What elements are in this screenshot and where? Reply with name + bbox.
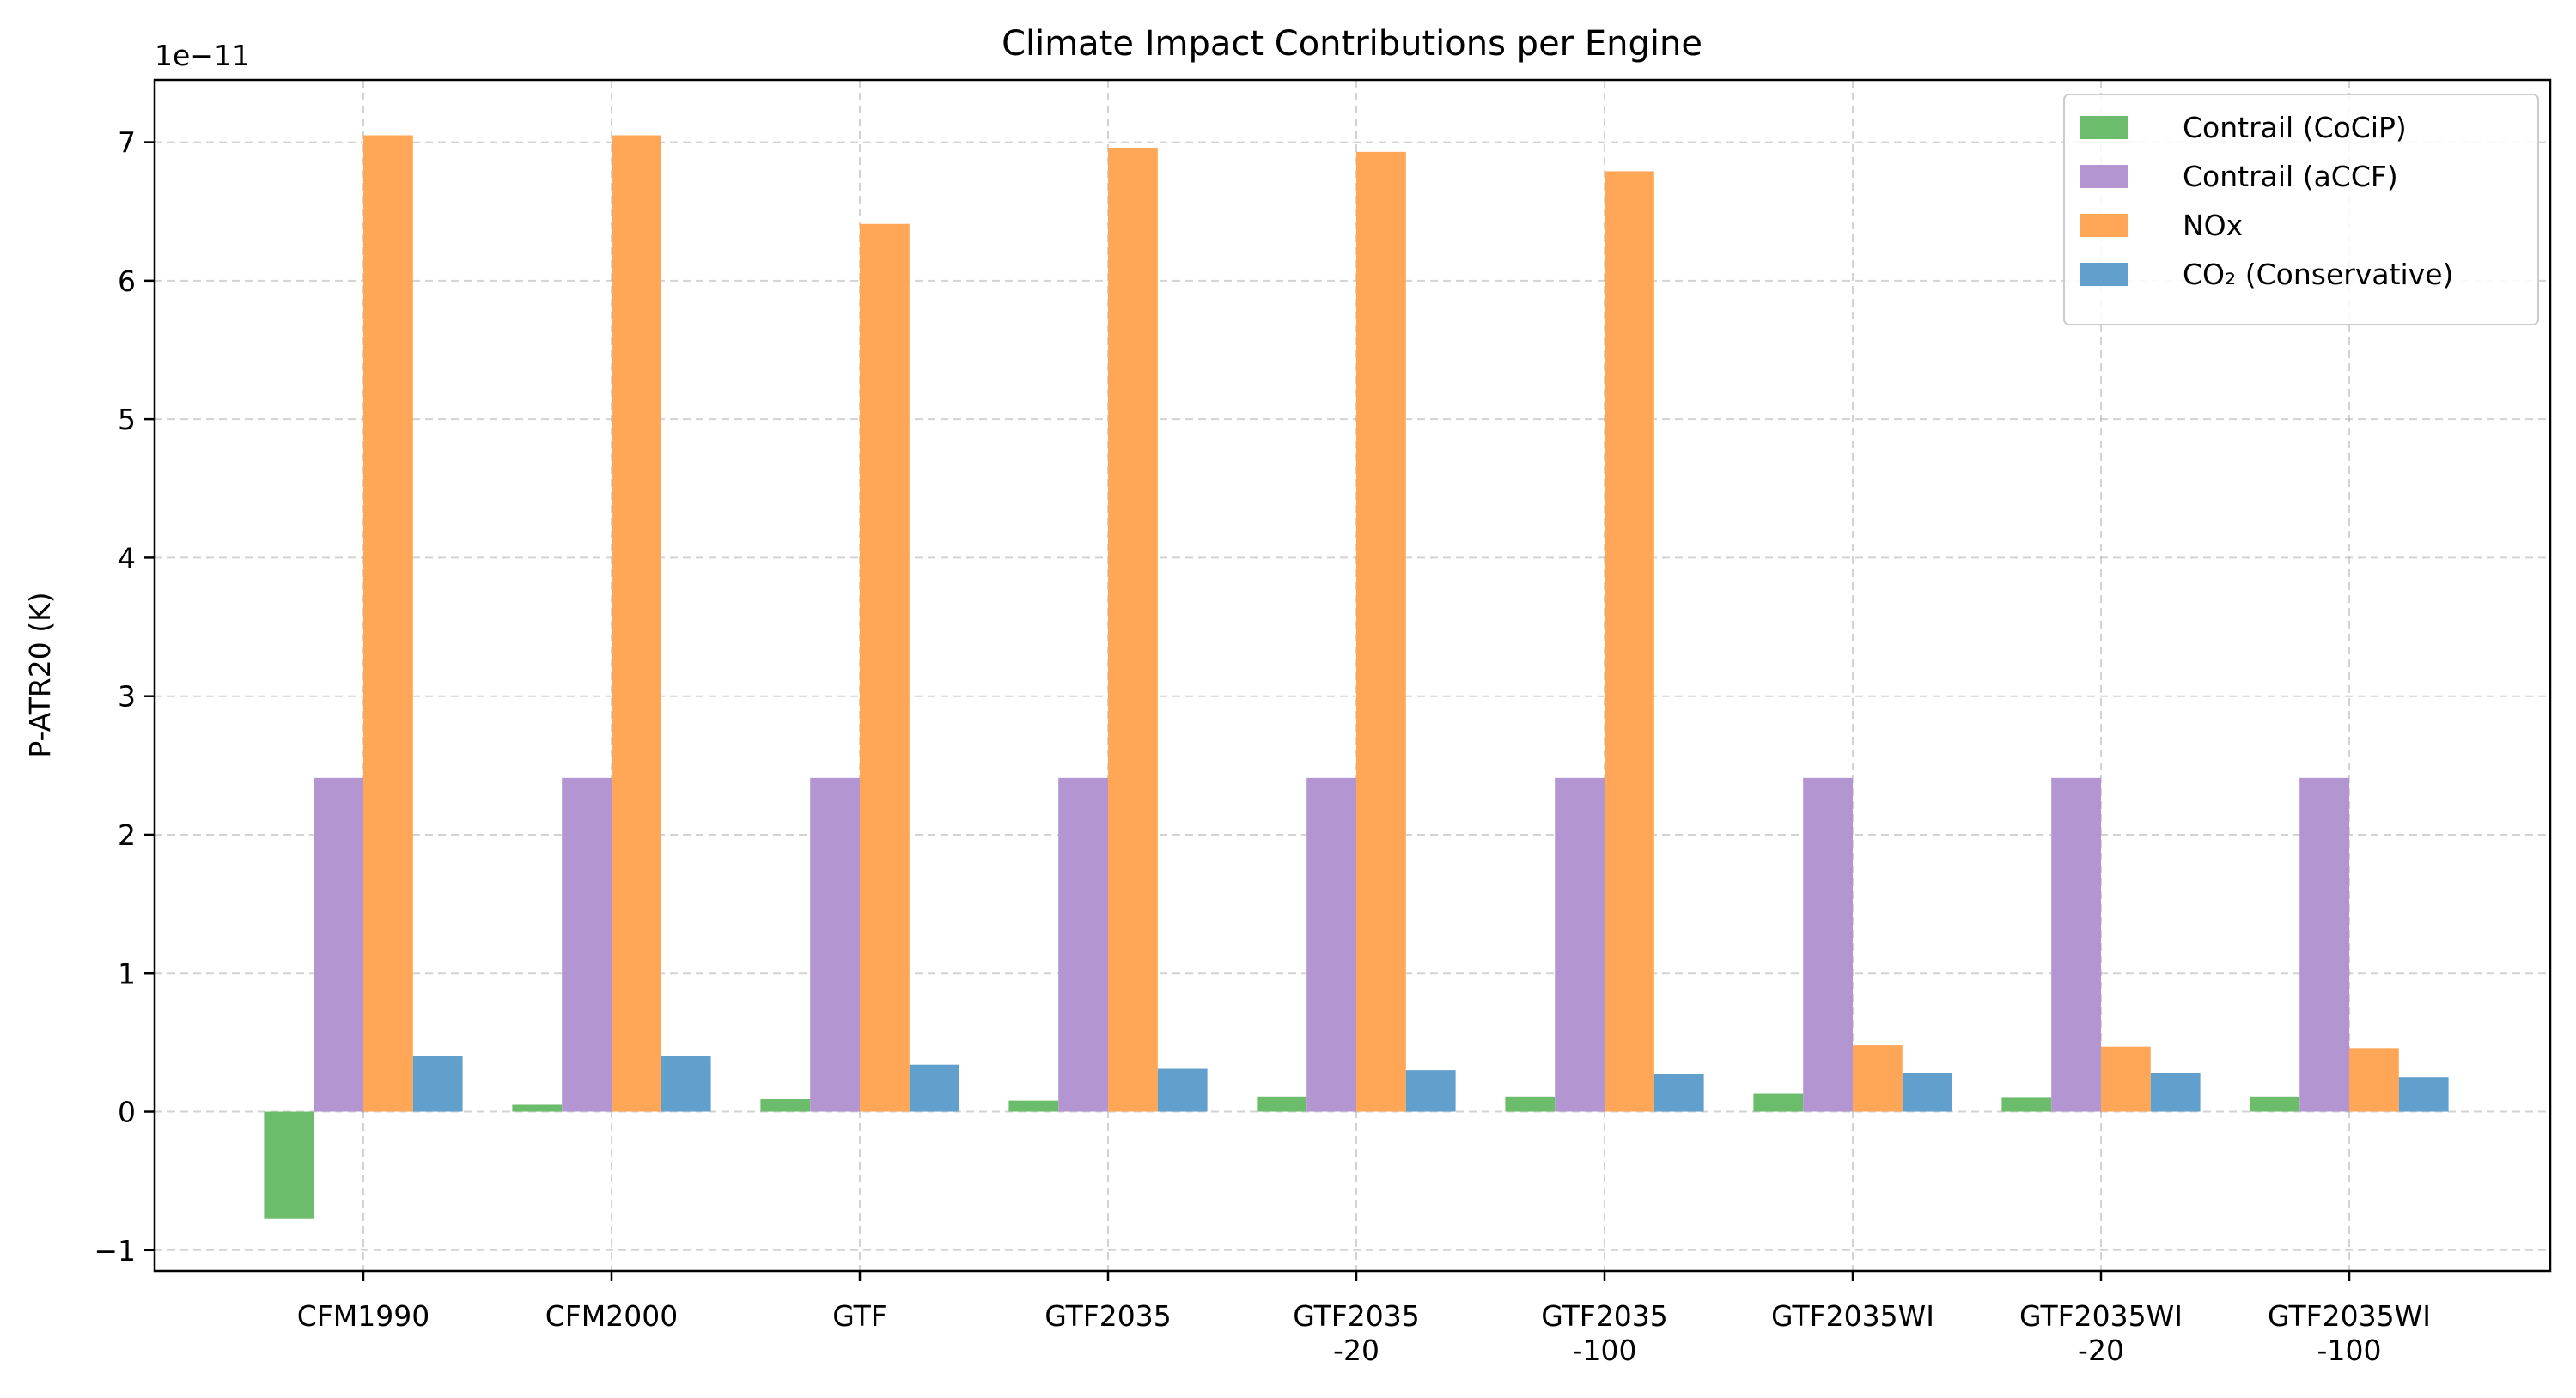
bar	[314, 777, 363, 1112]
bars-layer	[264, 135, 2449, 1219]
y-tick-label: 7	[118, 126, 136, 160]
x-tick-label: -20	[1333, 1334, 1379, 1367]
bar	[2001, 1097, 2052, 1112]
bar	[562, 777, 612, 1112]
bar	[860, 223, 910, 1112]
legend-swatch	[2080, 165, 2128, 188]
bar	[1505, 1096, 1556, 1112]
bar	[2101, 1046, 2151, 1112]
y-tick-label: 6	[118, 264, 136, 298]
bar	[810, 777, 860, 1112]
bar	[1653, 1073, 1704, 1112]
bar	[1108, 148, 1158, 1112]
y-tick-label: −1	[94, 1234, 136, 1267]
y-tick-label: 0	[118, 1096, 136, 1129]
bar	[612, 135, 661, 1112]
bar	[2250, 1096, 2300, 1112]
legend-label: NOx	[2183, 209, 2243, 242]
bar	[1555, 777, 1605, 1112]
x-tick-label: GTF2035	[1293, 1299, 1420, 1333]
bar	[2150, 1073, 2201, 1112]
bar	[1008, 1100, 1059, 1112]
legend-label: CO₂ (Conservative)	[2183, 258, 2453, 291]
x-tick-label: GTF	[832, 1299, 887, 1333]
bar	[2349, 1048, 2399, 1112]
bar	[1902, 1073, 1952, 1112]
bar	[1753, 1093, 1804, 1112]
legend: Contrail (CoCiP) Contrail (aCCF) NOx CO₂ (C…	[2063, 94, 2539, 325]
bar	[909, 1064, 959, 1112]
y-tick-label: 2	[118, 818, 136, 852]
x-tick-label: GTF2035	[1044, 1299, 1172, 1333]
bar	[1356, 151, 1406, 1112]
y-axis-offset-label: 1e−11	[155, 39, 250, 72]
legend-swatch	[2080, 116, 2128, 139]
x-tick-label: -100	[1573, 1334, 1637, 1367]
y-axis-label: P-ATR20 (K)	[23, 592, 57, 757]
bar	[1853, 1045, 1903, 1112]
legend-items: Contrail (CoCiP) Contrail (aCCF) NOx CO₂ (C…	[2080, 111, 2453, 291]
bar	[1306, 777, 1356, 1112]
bar	[1157, 1068, 1208, 1112]
legend-swatch	[2080, 214, 2128, 237]
bar	[2051, 777, 2101, 1112]
bar	[661, 1056, 711, 1112]
x-tick-label: -100	[2317, 1334, 2382, 1367]
x-tick-label: GTF2035WI	[2268, 1299, 2431, 1333]
legend-swatch	[2080, 263, 2128, 286]
bar	[1058, 777, 1108, 1112]
plot-frame	[153, 78, 2552, 1273]
x-tick-label: GTF2035	[1541, 1299, 1668, 1333]
bar	[512, 1104, 563, 1112]
chart-title: Climate Impact Contributions per Engine	[1002, 24, 1702, 64]
x-tick-label: GTF2035WI	[1771, 1299, 1934, 1333]
legend-label: Contrail (CoCiP)	[2183, 111, 2407, 144]
y-tick-label: 3	[118, 680, 136, 714]
bar	[264, 1111, 314, 1219]
x-tick-label: GTF2035WI	[2019, 1299, 2183, 1333]
x-tick-label: -20	[2078, 1334, 2124, 1367]
ticks-layer: −1 0 1 2 3 4 5 6 7 CFM1990 CFM2000 GTF GTF2035 GTF203…	[94, 126, 2431, 1367]
bar	[1803, 777, 1853, 1112]
x-tick-label: CFM1990	[297, 1299, 429, 1333]
y-tick-label: 1	[118, 957, 136, 990]
bar	[1605, 171, 1654, 1112]
bar	[2398, 1077, 2449, 1112]
x-tick-label: CFM2000	[545, 1299, 678, 1333]
legend-frame	[2063, 94, 2539, 325]
bar	[760, 1099, 811, 1112]
bar	[1405, 1070, 1456, 1112]
bar	[363, 135, 413, 1112]
bar	[1257, 1096, 1307, 1112]
y-tick-label: 5	[118, 403, 136, 436]
legend-label: Contrail (aCCF)	[2183, 160, 2398, 193]
bar	[2299, 777, 2349, 1112]
bar	[412, 1056, 463, 1112]
y-tick-label: 4	[118, 541, 136, 574]
